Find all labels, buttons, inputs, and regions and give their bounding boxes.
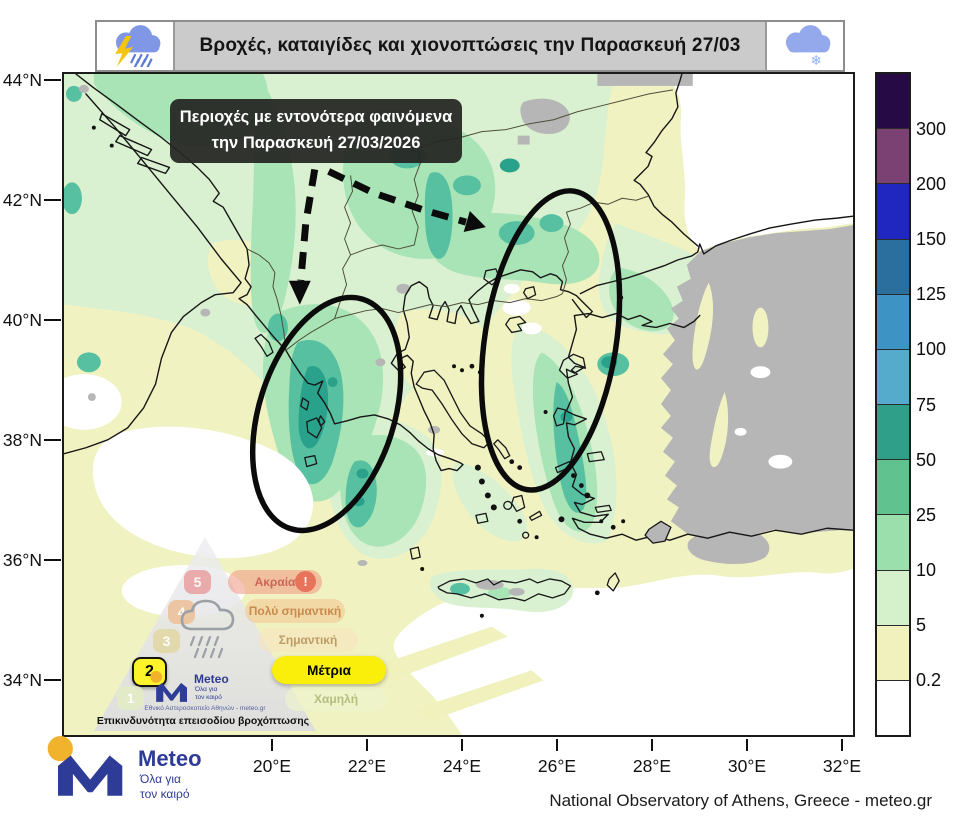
lat-tick-label: 42°N: [2, 190, 42, 210]
colorbar-tick-label: 300: [916, 119, 947, 140]
colorbar-tick-label: 150: [916, 229, 947, 250]
lat-tick: [44, 319, 61, 321]
colorbar-tick-label: 75: [916, 394, 937, 415]
logo-tagline: Όλα για τον καιρό: [140, 772, 190, 801]
lat-tick-label: 36°N: [2, 550, 42, 570]
colorbar-tick-label: 50: [916, 449, 937, 470]
lat-tick-label: 38°N: [2, 430, 42, 450]
page-title: Βροχές, καταιγίδες και χιονοπτώσεις την …: [199, 35, 741, 56]
mini-meteo-logo: Meteo Όλα για τον καιρό: [150, 671, 300, 705]
mini-logo-name: Meteo: [194, 672, 229, 686]
lon-tick-label: 30°E: [727, 756, 767, 776]
lon-tick: [746, 739, 748, 751]
risk-pill-very-significant: Πολύ σημαντική: [245, 599, 345, 623]
lon-tick-label: 22°E: [347, 756, 387, 776]
pyramid-caption: Επικινδυνότητα επεισοδίου βροχόπτωσης: [96, 715, 310, 727]
colorbar-cell: [877, 128, 909, 184]
lon-tick: [366, 739, 368, 751]
colorbar-cell: [877, 293, 909, 349]
title-bar: Βροχές, καταιγίδες και χιονοπτώσεις την …: [95, 20, 845, 72]
lon-tick-label: 28°E: [632, 756, 672, 776]
risk-pill-significant: Σημαντική: [258, 628, 358, 652]
colorbar-cell: [877, 679, 909, 736]
west-greece-ellipse: [249, 294, 404, 534]
attribution-text: National Observatory of Athens, Greece -…: [549, 791, 932, 810]
risk-pyramid-legend: 5 4 3 2 1 Ακραία ! Πολύ σημαντική Σημαντ…: [88, 533, 390, 735]
risk-badge-2-active: 2: [132, 657, 167, 687]
colorbar-tick-label: 0.2: [916, 669, 942, 690]
east-greece-ellipse: [478, 188, 623, 493]
annotation-line1: Περιοχές με εντονότερα φαινόμενα: [179, 108, 453, 127]
rain-cloud-icon: [180, 599, 235, 659]
lat-tick: [44, 79, 61, 81]
colorbar-cell: [877, 183, 909, 239]
lon-tick-label: 20°E: [252, 756, 292, 776]
risk-badge-3: 3: [153, 629, 180, 653]
snow-cloud-icon: ❄: [765, 22, 843, 70]
lon-tick-label: 24°E: [442, 756, 482, 776]
lon-tick: [461, 739, 463, 751]
country-borders: [246, 89, 673, 351]
colorbar-tick-label: 125: [916, 284, 947, 305]
svg-text:❄: ❄: [810, 53, 821, 67]
pyramid-org-line: Εθνικό Αστεροσκοπείο Αθηνών - meteo.gr: [144, 705, 266, 712]
exclamation-icon: !: [295, 571, 316, 592]
colorbar-cell: [877, 514, 909, 570]
colorbar-cell: [877, 569, 909, 625]
colorbar-tick-label: 10: [916, 559, 937, 580]
logo-name: Meteo: [138, 746, 202, 771]
risk-pill-moderate-active: Μέτρια: [272, 656, 386, 684]
colorbar-cell: [877, 459, 909, 515]
colorbar-cell: [877, 238, 909, 294]
colorbar-tick-label: 5: [916, 614, 927, 635]
lon-tick: [841, 739, 843, 751]
highlight-ellipses: [249, 188, 623, 534]
lat-tick: [44, 559, 61, 561]
meteo-logo: Meteo Όλα για τον καιρό: [46, 736, 266, 808]
precipitation-colorbar: [875, 72, 911, 737]
colorbar-cell: [877, 348, 909, 405]
coastlines: [64, 74, 853, 541]
lon-tick-label: 26°E: [537, 756, 577, 776]
lat-tick-label: 40°N: [2, 310, 42, 330]
risk-pill-low: Χαμηλή: [285, 687, 387, 711]
lat-tick-label: 44°N: [2, 70, 42, 90]
colorbar-cell: [877, 74, 909, 129]
arrow-head-left: [288, 280, 311, 305]
lon-tick: [651, 739, 653, 751]
colorbar-tick-label: 25: [916, 504, 937, 525]
colorbar-cell: [877, 624, 909, 680]
lon-tick: [556, 739, 558, 751]
annotation-arrows: [288, 168, 486, 305]
meteo-m-icon: [47, 736, 123, 796]
mini-meteo-m-icon: [150, 671, 187, 702]
colorbar-tick-label: 100: [916, 339, 947, 360]
arrow-head-right: [463, 210, 486, 233]
annotation-box: Περιοχές με εντονότερα φαινόμενα την Παρ…: [170, 99, 462, 163]
lat-tick: [44, 199, 61, 201]
annotation-line2: την Παρασκευή 27/03/2026: [211, 134, 421, 152]
lat-tick: [44, 679, 61, 681]
colorbar-cell: [877, 404, 909, 460]
lat-tick: [44, 439, 61, 441]
colorbar-tick-label: 200: [916, 174, 947, 195]
risk-badge-5: 5: [184, 570, 211, 594]
lon-tick: [271, 739, 273, 751]
lat-tick-label: 34°N: [2, 670, 42, 690]
lon-tick-label: 32°E: [822, 756, 862, 776]
small-island-dots: [91, 125, 626, 618]
thunderstorm-icon: [97, 22, 175, 70]
mini-logo-tagline: Όλα για τον καιρό: [195, 686, 222, 701]
risk-badge-1: 1: [117, 686, 144, 710]
